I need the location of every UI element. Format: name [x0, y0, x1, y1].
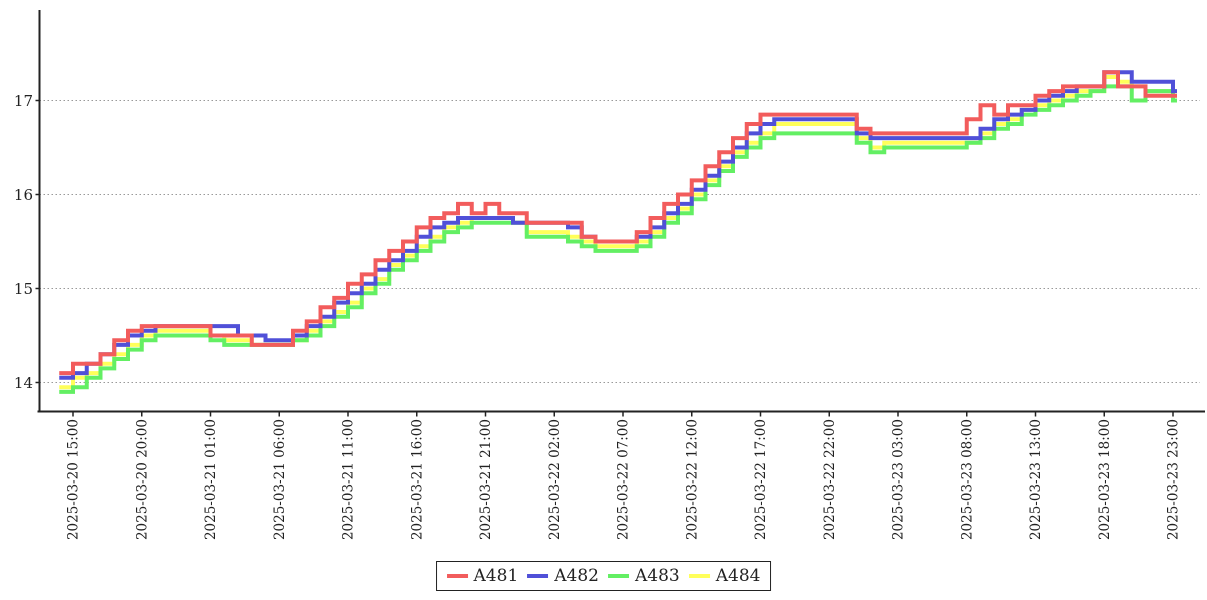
legend-swatch-a484	[688, 574, 710, 578]
x-tick-label: 2025-03-20 15:00	[66, 419, 82, 540]
legend-label-a483: A483	[635, 566, 680, 586]
x-tick-label: 2025-03-21 16:00	[409, 419, 425, 540]
x-tick-label: 2025-03-21 06:00	[272, 419, 288, 540]
legend-item-a481: A481	[446, 566, 519, 586]
y-tick-label: 14	[14, 374, 33, 392]
x-tick-label: 2025-03-23 13:00	[1028, 419, 1044, 540]
series-line-a481	[59, 70, 1177, 376]
legend-swatch-a482	[527, 574, 549, 578]
legend-swatch-a481	[446, 574, 468, 578]
legend: A481 A482 A483 A484	[435, 561, 772, 591]
x-tick-label: 2025-03-22 12:00	[684, 419, 700, 540]
y-tick-label: 15	[14, 280, 33, 298]
y-tick-label: 16	[14, 186, 33, 204]
x-tick-label: 2025-03-22 02:00	[547, 419, 563, 540]
x-tick-label: 2025-03-22 22:00	[822, 419, 838, 540]
x-tick-label: 2025-03-23 18:00	[1097, 419, 1113, 540]
x-tick-label: 2025-03-23 03:00	[891, 419, 907, 540]
legend-label-a481: A481	[473, 566, 519, 586]
series-line-a483	[59, 84, 1177, 394]
legend-item-a483: A483	[608, 566, 680, 586]
series-line-a482	[59, 70, 1177, 380]
legend-label-a484: A484	[715, 566, 761, 586]
x-tick-label: 2025-03-22 17:00	[753, 419, 769, 540]
x-tick-label: 2025-03-21 11:00	[341, 419, 357, 540]
legend-item-a484: A484	[688, 566, 761, 586]
legend-swatch-a483	[608, 574, 629, 578]
x-tick-label: 2025-03-21 01:00	[203, 419, 219, 540]
y-tick-label: 17	[14, 92, 33, 110]
x-tick-label: 2025-03-20 20:00	[134, 419, 150, 540]
x-tick-label: 2025-03-22 07:00	[616, 419, 632, 540]
legend-label-a482: A482	[554, 566, 599, 586]
x-tick-label: 2025-03-23 08:00	[959, 419, 975, 540]
x-tick-label: 2025-03-21 21:00	[478, 419, 494, 540]
legend-item-a482: A482	[527, 566, 599, 586]
x-tick-label: 2025-03-23 23:00	[1166, 419, 1182, 540]
